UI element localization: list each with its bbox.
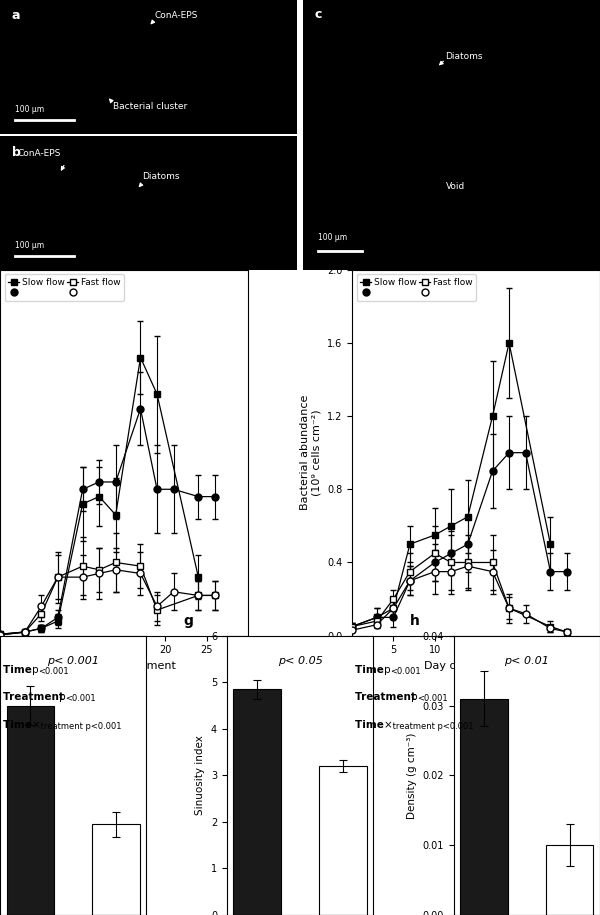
Text: <0.001: <0.001 (65, 694, 95, 704)
Legend: Slow flow, , Fast flow, : Slow flow, , Fast flow, (5, 274, 124, 301)
Text: ConA-EPS: ConA-EPS (18, 149, 61, 158)
Bar (319, 766, 367, 915)
Text: <0.001: <0.001 (417, 694, 448, 704)
Text: p< 0.01: p< 0.01 (505, 656, 549, 665)
Y-axis label: Sinuosity index: Sinuosity index (196, 736, 205, 815)
Text: Diatoms: Diatoms (446, 52, 483, 61)
Bar (7, 705, 54, 915)
Text: a: a (12, 9, 20, 22)
Text: p< 0.05: p< 0.05 (278, 656, 322, 665)
Legend: Slow flow, , Fast flow, : Slow flow, , Fast flow, (356, 274, 476, 301)
Text: Bacterial cluster: Bacterial cluster (113, 102, 187, 112)
Text: 100 μm: 100 μm (15, 242, 44, 251)
Text: Diatoms: Diatoms (143, 172, 180, 181)
Text: Void: Void (446, 182, 465, 191)
Text: ConA-EPS: ConA-EPS (154, 11, 198, 20)
Text: Time: Time (355, 665, 388, 675)
Bar (460, 698, 508, 915)
Text: p: p (32, 665, 38, 675)
X-axis label: Day of experiment: Day of experiment (424, 661, 528, 671)
Y-axis label: Density (g cm⁻³): Density (g cm⁻³) (407, 732, 417, 819)
Text: treatment p<0.001: treatment p<0.001 (390, 722, 473, 731)
Text: treatment p<0.001: treatment p<0.001 (38, 722, 121, 731)
Bar (546, 845, 593, 915)
Text: 100 μm: 100 μm (15, 105, 44, 114)
Bar (92, 824, 140, 915)
Text: ×: × (384, 720, 392, 730)
Text: b: b (12, 145, 21, 158)
Text: p: p (384, 665, 391, 675)
Text: p< 0.001: p< 0.001 (47, 656, 99, 665)
Text: p: p (411, 693, 418, 703)
Text: ×: × (32, 720, 41, 730)
Bar (233, 689, 281, 915)
X-axis label: Day of experiment: Day of experiment (72, 661, 176, 671)
Text: e: e (302, 244, 312, 258)
Text: p: p (59, 693, 65, 703)
Text: <0.001: <0.001 (38, 667, 68, 676)
Text: Time: Time (3, 665, 35, 675)
Text: c: c (315, 8, 322, 21)
Text: <0.001: <0.001 (390, 667, 421, 676)
Text: 100 μm: 100 μm (318, 233, 347, 242)
Text: Treatment: Treatment (3, 693, 67, 703)
Text: Time: Time (355, 720, 388, 730)
Text: h: h (410, 614, 419, 628)
Y-axis label: Bacterial abundance
(10⁹ cells cm⁻²): Bacterial abundance (10⁹ cells cm⁻²) (300, 395, 322, 511)
Text: Time: Time (3, 720, 35, 730)
Text: Treatment: Treatment (355, 693, 419, 703)
Text: g: g (183, 614, 193, 628)
